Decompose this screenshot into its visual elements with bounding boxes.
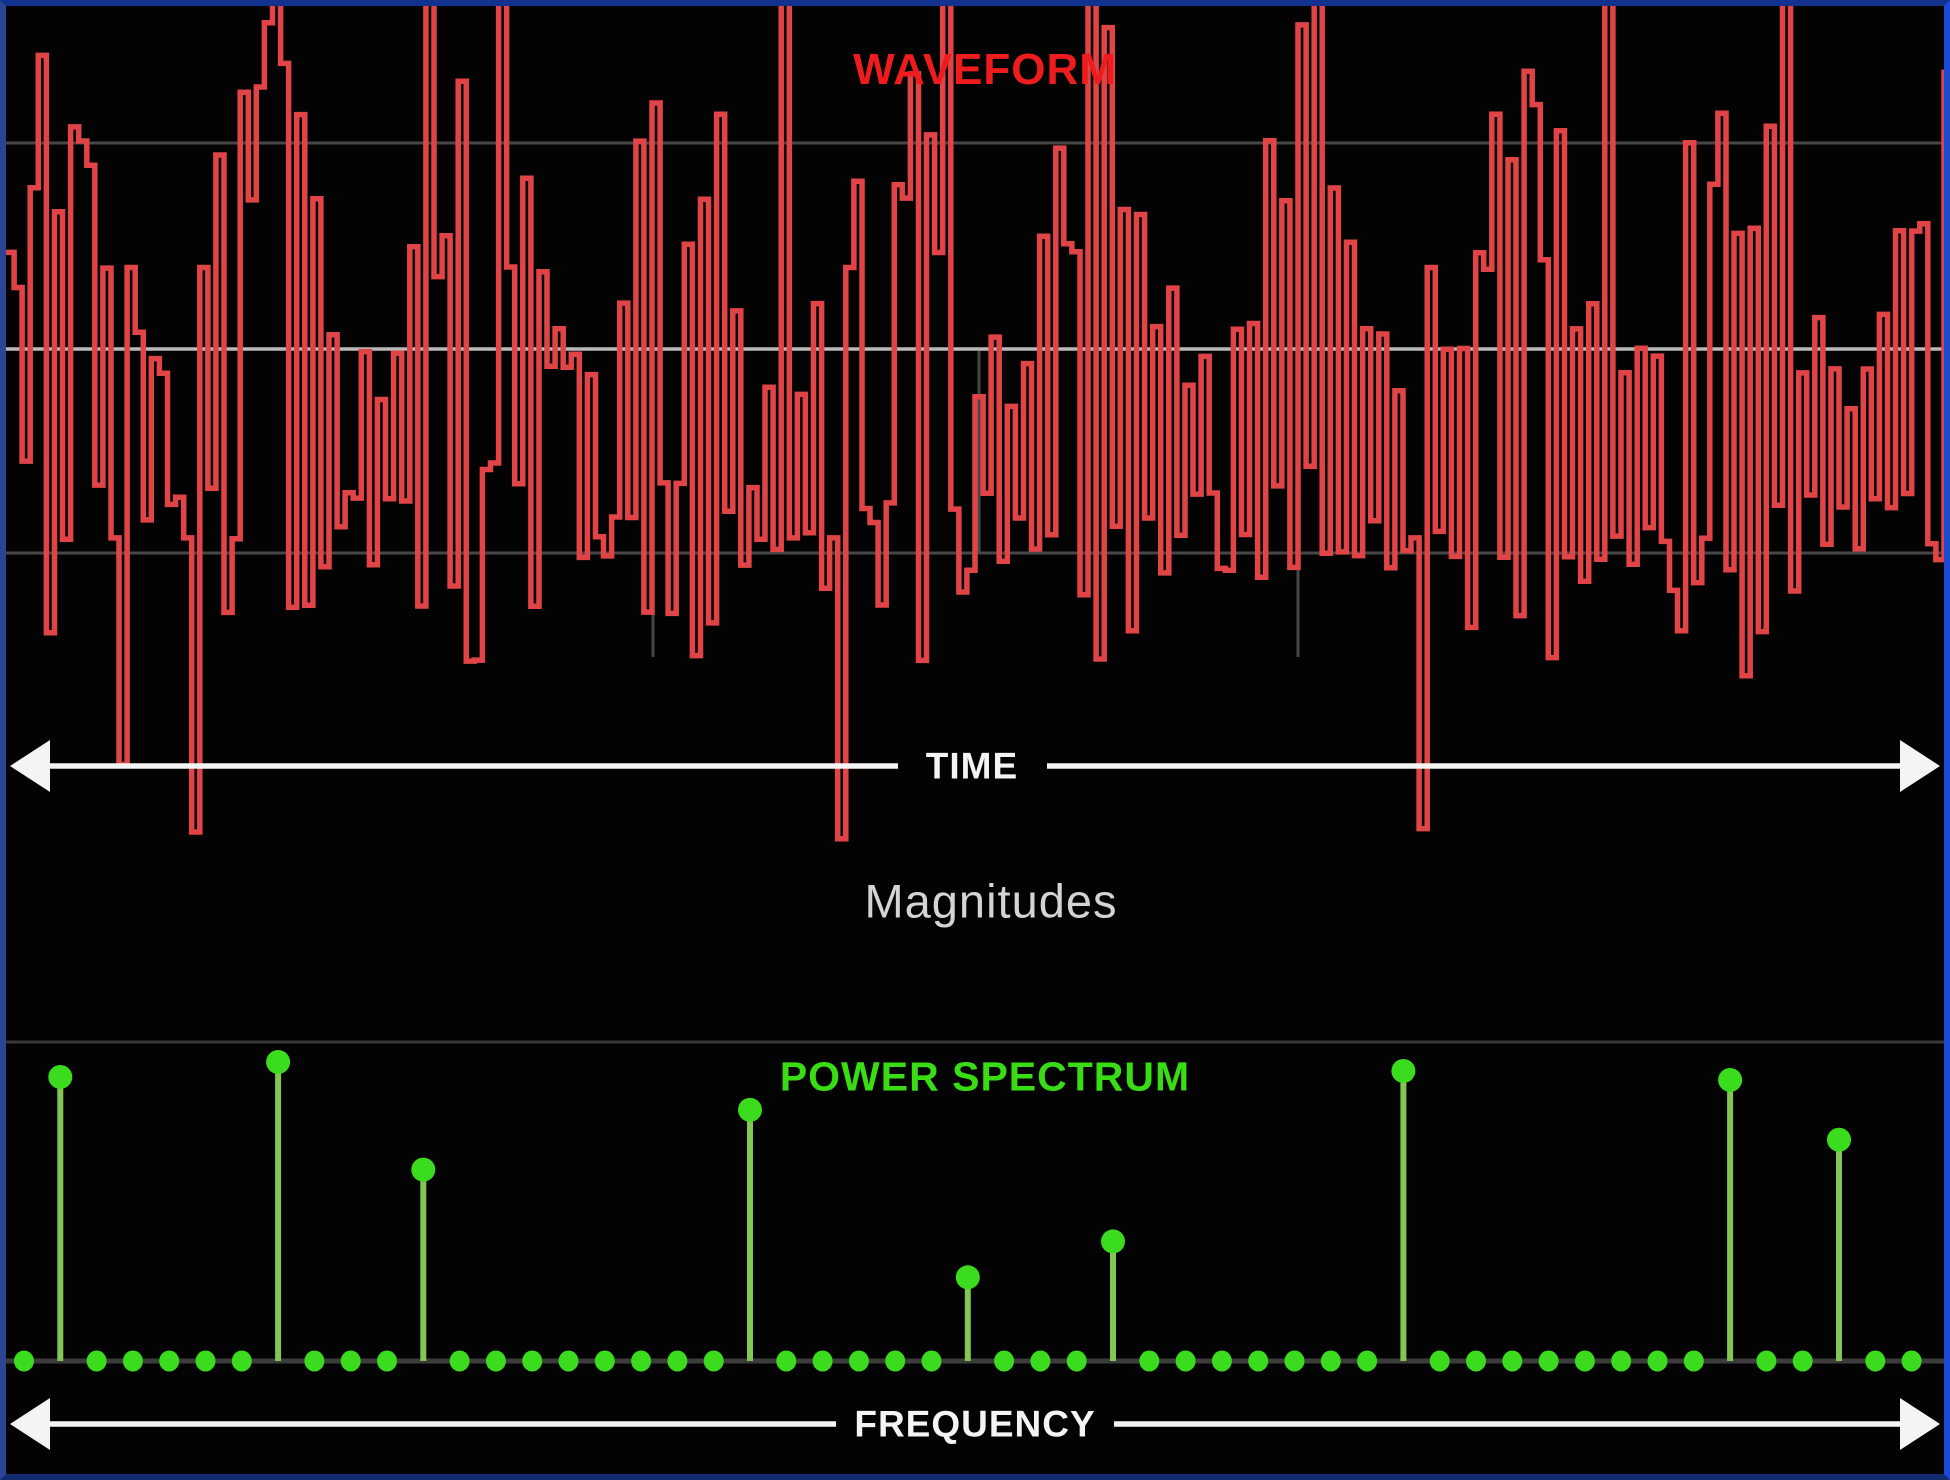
spectrum-baseline-dot bbox=[340, 1350, 361, 1372]
spectrum-baseline-dot bbox=[1211, 1350, 1232, 1372]
time-axis-arrow bbox=[10, 740, 1940, 792]
spectrum-baseline-dot bbox=[921, 1350, 942, 1372]
spectrum-baseline-dot bbox=[1284, 1350, 1305, 1372]
spectrum-baseline-dot bbox=[1611, 1350, 1632, 1372]
spectrum-baseline-dot bbox=[86, 1350, 107, 1372]
spectrum-stem-dot bbox=[1827, 1127, 1851, 1152]
spectrum-baseline-dot bbox=[377, 1350, 397, 1372]
spectrum-baseline-dot bbox=[1574, 1350, 1595, 1372]
spectrum-baseline-dot bbox=[522, 1350, 543, 1372]
spectrum-baseline-dot bbox=[776, 1350, 797, 1372]
power-spectrum-title: POWER SPECTRUM bbox=[779, 1053, 1191, 1100]
frequency-axis-label: FREQUENCY bbox=[854, 1403, 1096, 1445]
power-spectrum-stems bbox=[14, 1050, 1922, 1372]
spectrum-baseline-dot bbox=[304, 1350, 325, 1372]
spectrum-baseline-dot bbox=[159, 1350, 180, 1372]
spectrum-baseline-dot bbox=[812, 1350, 833, 1372]
spectrum-baseline-dot bbox=[449, 1350, 470, 1372]
spectrum-baseline-dot bbox=[1139, 1350, 1160, 1372]
spectrum-baseline-dot bbox=[994, 1350, 1015, 1372]
spectrum-stem-dot bbox=[955, 1265, 980, 1290]
spectrum-baseline-dot bbox=[1357, 1350, 1378, 1372]
frequency-arrow-left-head bbox=[10, 1398, 50, 1450]
time-axis-label: TIME bbox=[925, 745, 1019, 787]
spectrum-baseline-dot bbox=[1647, 1350, 1668, 1372]
spectrum-baseline-dot bbox=[885, 1350, 906, 1372]
spectrum-baseline-dot bbox=[1320, 1350, 1341, 1372]
spectrum-baseline-dot bbox=[1502, 1350, 1523, 1372]
spectrum-baseline-dot bbox=[1683, 1350, 1704, 1372]
spectrum-stem-dot bbox=[1391, 1058, 1416, 1083]
spectrum-baseline-dot bbox=[122, 1350, 143, 1372]
spectrum-baseline-dot bbox=[1066, 1350, 1087, 1372]
spectrum-baseline-dot bbox=[1175, 1350, 1196, 1372]
spectrum-baseline-dot bbox=[231, 1350, 252, 1372]
time-arrow-left-head bbox=[10, 740, 50, 792]
time-arrow-right-head bbox=[1900, 740, 1940, 792]
magnitudes-label: Magnitudes bbox=[864, 874, 1118, 928]
waveform-path bbox=[6, 6, 1944, 842]
spectrum-stem-dot bbox=[1101, 1229, 1125, 1254]
spectrum-baseline-dot bbox=[594, 1350, 615, 1372]
spectrum-baseline-dot bbox=[1030, 1350, 1051, 1372]
spectrum-baseline-dot bbox=[1792, 1350, 1813, 1372]
spectrum-stem-dot bbox=[411, 1157, 436, 1182]
spectrum-baseline-dot bbox=[848, 1350, 869, 1372]
spectrum-baseline-dot bbox=[667, 1350, 688, 1372]
spectrum-baseline-dot bbox=[1248, 1350, 1269, 1372]
spectrum-baseline-dot bbox=[558, 1350, 579, 1372]
spectrum-baseline-dot bbox=[1901, 1350, 1922, 1372]
waveform-title: WAVEFORM bbox=[853, 45, 1117, 94]
spectrum-baseline-dot bbox=[485, 1350, 506, 1372]
spectrum-stem-dot bbox=[738, 1097, 762, 1122]
spectrum-stem-dot bbox=[1718, 1067, 1743, 1092]
spectrum-baseline-dot bbox=[1865, 1350, 1886, 1372]
spectrum-baseline-dot bbox=[1429, 1350, 1450, 1372]
spectrum-baseline-dot bbox=[195, 1350, 216, 1372]
spectrum-baseline-dot bbox=[1756, 1350, 1777, 1372]
frequency-axis-arrow bbox=[10, 1398, 1940, 1450]
spectrum-baseline-dot bbox=[14, 1350, 34, 1372]
spectrum-stem-dot bbox=[48, 1064, 73, 1089]
spectrum-baseline-dot bbox=[631, 1350, 652, 1372]
waveform-trace bbox=[6, 6, 1944, 842]
spectrum-baseline-dot bbox=[1466, 1350, 1486, 1372]
spectrum-baseline-dot bbox=[1538, 1350, 1559, 1372]
frequency-arrow-right-head bbox=[1900, 1398, 1940, 1450]
spectrum-baseline-dot bbox=[703, 1350, 724, 1372]
spectrum-stem-dot bbox=[266, 1050, 291, 1074]
